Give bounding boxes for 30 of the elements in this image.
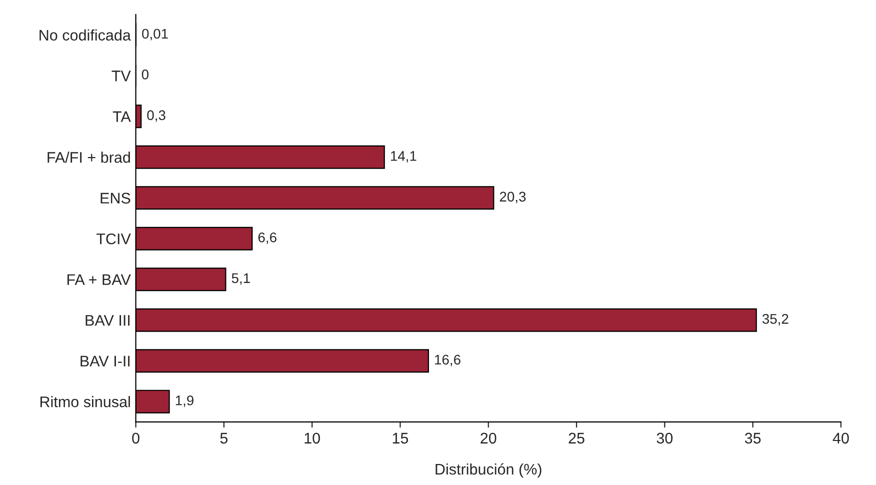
y-tick-label: TV — [112, 70, 131, 82]
data-label: 20,3 — [500, 192, 526, 204]
y-tick-label: BAV I-II — [80, 356, 130, 366]
x-tick-label: 15 — [392, 432, 408, 444]
data-label: 0,01 — [142, 28, 168, 40]
x-tick-label: 10 — [304, 432, 320, 444]
y-tick-label: FA/FI + brad — [48, 152, 130, 163]
data-label: 5,1 — [232, 273, 250, 285]
data-label: 16,6 — [435, 354, 460, 366]
y-tick-label: No codificada — [40, 29, 131, 41]
y-tick-label: ENS — [100, 192, 130, 204]
x-tick-label: 25 — [568, 432, 584, 444]
data-label: 0 — [142, 70, 149, 80]
y-tick-label: TA — [112, 111, 131, 122]
data-label: 14,1 — [390, 151, 416, 163]
x-tick-label: 40 — [832, 432, 849, 444]
x-tick-label: 0 — [132, 432, 140, 444]
y-tick-label: Ritmo sinusal — [40, 396, 130, 408]
y-tick-label: FA + BAV — [67, 274, 131, 285]
data-label: 1,9 — [176, 395, 194, 407]
data-label: 35,2 — [762, 314, 788, 326]
y-tick-label: BAV III — [86, 315, 130, 326]
x-tick-label: 35 — [744, 432, 761, 444]
x-tick-label: 30 — [656, 432, 673, 444]
x-tick-label: 5 — [220, 432, 228, 444]
y-tick-label: TCIV — [96, 233, 131, 244]
x-axis-title: Distribución (%) — [436, 463, 542, 478]
data-label: 0,3 — [147, 110, 166, 122]
x-tick-label: 20 — [480, 432, 496, 444]
data-label: 6,6 — [258, 232, 276, 244]
